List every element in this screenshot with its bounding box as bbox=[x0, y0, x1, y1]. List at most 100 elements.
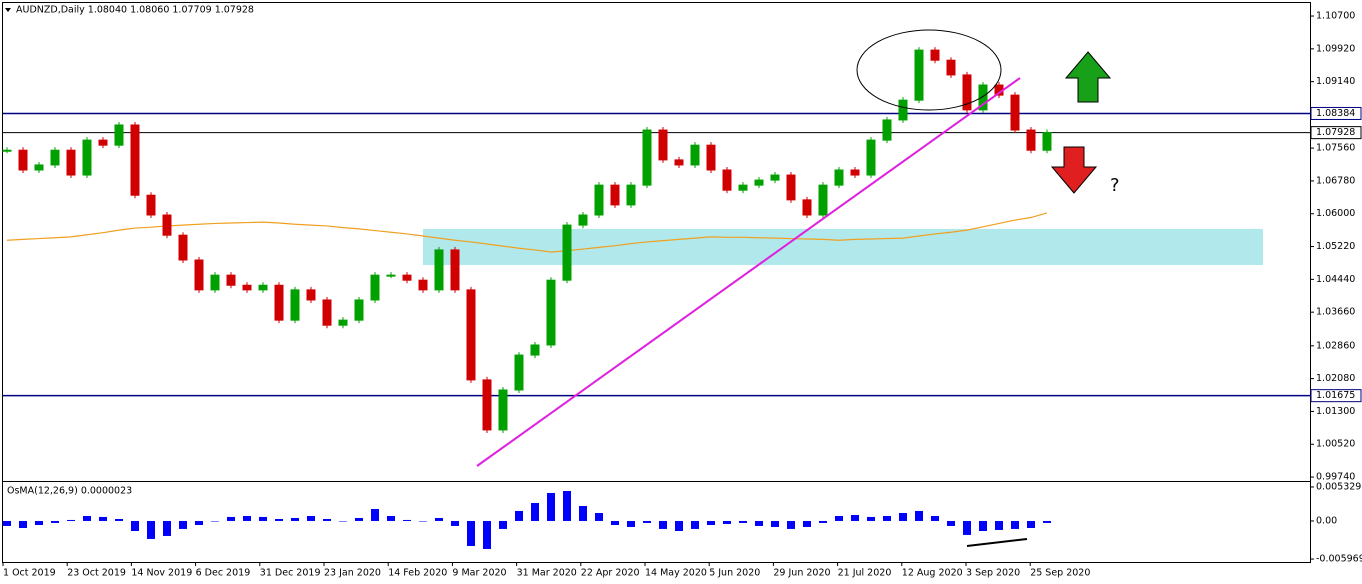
candle bbox=[322, 299, 332, 326]
osma-bar bbox=[67, 519, 75, 521]
osma-bar bbox=[563, 490, 571, 521]
candle bbox=[498, 389, 508, 431]
osma-bar bbox=[499, 520, 507, 529]
x-tick-label: 21 Jul 2020 bbox=[838, 568, 892, 579]
candle bbox=[802, 199, 812, 216]
osma-bar bbox=[483, 520, 491, 549]
osma-bar bbox=[851, 514, 859, 521]
osma-bar bbox=[867, 516, 875, 521]
candle bbox=[370, 274, 380, 301]
osma-bar bbox=[131, 520, 139, 531]
candle bbox=[898, 99, 908, 121]
price-level-box bbox=[1310, 106, 1362, 120]
osma-bar bbox=[675, 520, 683, 531]
osma-bar bbox=[243, 516, 251, 521]
osma-bar bbox=[723, 520, 731, 524]
y-tick-label: 1.09920 bbox=[1316, 43, 1355, 54]
candle bbox=[146, 194, 156, 216]
osma-bar bbox=[931, 516, 939, 521]
candle bbox=[466, 289, 476, 381]
annotation: ? bbox=[1110, 175, 1120, 196]
x-tick-label: 12 Aug 2020 bbox=[902, 568, 963, 579]
y-tick-label: 1.05220 bbox=[1316, 241, 1355, 252]
price-level-label: 1.01675 bbox=[1316, 390, 1355, 401]
osma-bar bbox=[819, 520, 827, 523]
osma-bar bbox=[579, 505, 587, 521]
y-tick-label: 1.04440 bbox=[1316, 274, 1355, 285]
candle bbox=[386, 274, 396, 277]
osma-bar bbox=[979, 520, 987, 531]
candle bbox=[674, 159, 684, 166]
x-tick-label: 14 Feb 2020 bbox=[388, 568, 447, 579]
candle bbox=[962, 74, 972, 111]
y-tick-label: 1.06000 bbox=[1316, 208, 1355, 219]
candle bbox=[114, 124, 124, 146]
x-tick-label: 1 Oct 2019 bbox=[3, 568, 56, 579]
osma-bar bbox=[595, 513, 603, 521]
osma-bar bbox=[227, 516, 235, 521]
candle bbox=[738, 184, 748, 191]
price-level-box bbox=[1310, 389, 1362, 403]
osma-bar bbox=[995, 520, 1003, 530]
y-tick-label: 1.01300 bbox=[1316, 406, 1355, 417]
y-tick-label: 1.06780 bbox=[1316, 175, 1355, 186]
candle bbox=[1026, 129, 1036, 151]
candle bbox=[722, 169, 732, 191]
osma-bar bbox=[771, 520, 779, 527]
candle bbox=[658, 129, 668, 161]
osma-bar bbox=[387, 516, 395, 521]
y-tick-label: 1.02860 bbox=[1316, 340, 1355, 351]
x-tick-label: 23 Jan 2020 bbox=[324, 568, 381, 579]
candle bbox=[690, 144, 700, 166]
price-level-box bbox=[1310, 126, 1362, 140]
x-tick-label: 9 Mar 2020 bbox=[452, 568, 506, 579]
osma-bar bbox=[451, 520, 459, 526]
candle bbox=[194, 259, 204, 291]
x-tick-label: 31 Dec 2019 bbox=[260, 568, 321, 579]
osma-bar bbox=[883, 516, 891, 521]
indicator-tick-label: 0.0053297 bbox=[1316, 481, 1362, 492]
candle bbox=[930, 49, 940, 61]
osma-bar bbox=[803, 520, 811, 527]
candle bbox=[626, 184, 636, 206]
osma-bar bbox=[35, 520, 43, 525]
x-tick-label: 5 Jun 2020 bbox=[709, 568, 760, 579]
candle bbox=[130, 124, 140, 196]
candle bbox=[578, 214, 588, 226]
x-tick-label: 25 Sep 2020 bbox=[1030, 568, 1090, 579]
candle bbox=[482, 379, 492, 431]
osma-bar bbox=[435, 517, 443, 521]
osma-bar bbox=[179, 520, 187, 529]
osma-bar bbox=[3, 520, 11, 526]
osma-bar bbox=[787, 520, 795, 529]
candle bbox=[594, 184, 604, 216]
candle bbox=[162, 214, 172, 236]
osma-bar bbox=[515, 510, 523, 521]
candle bbox=[338, 319, 348, 326]
highlight-ellipse bbox=[856, 29, 1002, 111]
up-arrow bbox=[1064, 51, 1112, 103]
osma-bar bbox=[307, 516, 315, 521]
osma-bar bbox=[275, 519, 283, 521]
candle bbox=[306, 289, 316, 301]
x-tick-label: 6 Dec 2019 bbox=[196, 568, 251, 579]
x-tick-label: 14 Nov 2019 bbox=[131, 568, 192, 579]
candle bbox=[2, 149, 12, 152]
osma-bar bbox=[323, 519, 331, 521]
candle bbox=[834, 169, 844, 186]
y-tick-label: 1.00520 bbox=[1316, 439, 1355, 450]
osma-bar bbox=[291, 517, 299, 521]
candle bbox=[354, 299, 364, 321]
candle bbox=[210, 274, 220, 291]
candle bbox=[946, 59, 956, 76]
price-level-label: 1.07928 bbox=[1316, 127, 1355, 138]
osma-bar bbox=[51, 520, 59, 523]
osma-bar bbox=[115, 519, 123, 521]
osma-bar bbox=[707, 520, 715, 525]
candle bbox=[242, 284, 252, 291]
x-tick-label: 29 Jun 2020 bbox=[773, 568, 830, 579]
